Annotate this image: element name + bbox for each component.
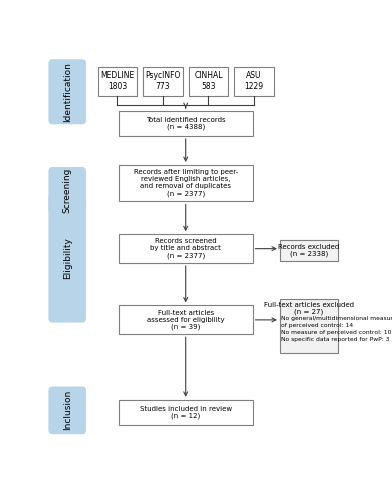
Text: No general/multidimensional measure: No general/multidimensional measure [281,316,392,322]
Text: Full-text articles excluded
(n = 27): Full-text articles excluded (n = 27) [264,302,354,316]
FancyBboxPatch shape [48,167,86,213]
Text: Screening: Screening [63,167,72,212]
Text: of perceived control: 14: of perceived control: 14 [281,324,354,328]
Text: Records after limiting to peer-
reviewed English articles,
and removal of duplic: Records after limiting to peer- reviewed… [134,170,238,197]
Text: ASU
1229: ASU 1229 [245,72,264,91]
FancyBboxPatch shape [119,234,252,263]
FancyBboxPatch shape [280,298,338,352]
FancyBboxPatch shape [98,66,137,96]
Text: Full-text articles
assessed for eligibility
(n = 39): Full-text articles assessed for eligibil… [147,310,225,330]
FancyBboxPatch shape [119,400,252,425]
FancyBboxPatch shape [189,66,228,96]
FancyBboxPatch shape [119,111,252,136]
Text: MEDLINE
1803: MEDLINE 1803 [100,72,134,91]
FancyBboxPatch shape [48,386,86,434]
FancyBboxPatch shape [119,165,252,202]
FancyBboxPatch shape [234,66,274,96]
Text: Eligibility: Eligibility [63,238,72,279]
Text: Total identified records
(n = 4388): Total identified records (n = 4388) [146,117,225,130]
Text: No measure of perceived control: 10: No measure of perceived control: 10 [281,330,392,336]
Text: PsycINFO
773: PsycINFO 773 [145,72,181,91]
Text: Studies included in review
(n = 12): Studies included in review (n = 12) [140,406,232,419]
Text: CINHAL
583: CINHAL 583 [194,72,223,91]
Text: No specific data reported for PwP: 3: No specific data reported for PwP: 3 [281,337,390,342]
Text: Records excluded
(n = 2338): Records excluded (n = 2338) [278,244,339,258]
FancyBboxPatch shape [48,194,86,322]
Text: Inclusion: Inclusion [63,390,72,430]
Text: Identification: Identification [63,62,72,122]
FancyBboxPatch shape [119,306,252,334]
Text: Records screened
by title and abstract
(n = 2377): Records screened by title and abstract (… [150,238,221,259]
FancyBboxPatch shape [48,59,86,124]
FancyBboxPatch shape [280,240,338,261]
FancyBboxPatch shape [143,66,183,96]
